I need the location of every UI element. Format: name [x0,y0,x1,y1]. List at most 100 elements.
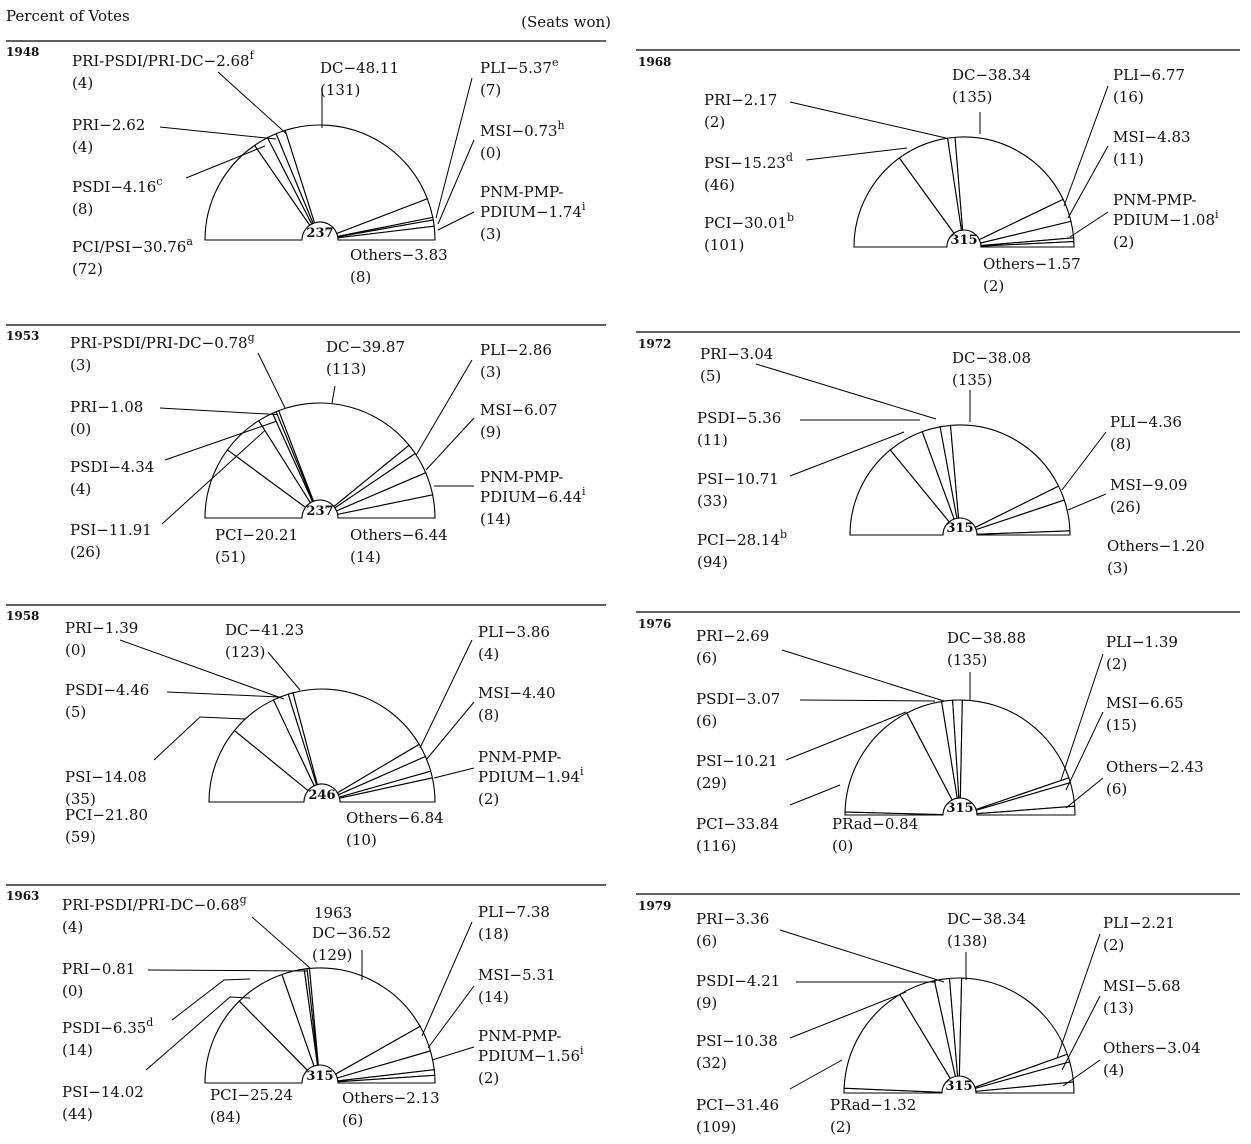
slice-label: PSDI−4.21 [696,972,780,990]
slice-seats: (72) [72,260,103,278]
slice-seats: (135) [952,88,992,106]
leader-line [799,699,936,702]
leader-line [1065,711,1104,791]
slice-seats: (4) [1103,1061,1124,1079]
slice-label: PRI−1.08 [70,398,143,416]
slice-label: Others−2.13 [342,1089,440,1107]
slice-label: PNM-PMP- [480,183,563,201]
slice-others [975,1081,1075,1094]
slice-seats: (2) [1103,936,1124,954]
slice-seats: (3) [480,225,501,243]
leader-line [785,711,907,761]
slice-seats: (6) [696,932,717,950]
slice-dc [292,688,420,794]
slice-seats: (7) [480,81,501,99]
slice-label: PSDI−5.36 [697,409,781,427]
slice-label: DC−41.23 [225,621,304,639]
slice-label: PRI-PSDI/PRI-DC−0.68g [62,893,247,914]
slice-seats: (6) [1106,780,1127,798]
slice-label: MSI−4.83 [1113,128,1191,146]
slice-seats: (131) [320,81,360,99]
slice-seats: (33) [697,492,728,510]
chart-1968: 1968 PCI−30.01b (101) PSI−15.23d (46) PRI−2.1… [636,49,1240,295]
leader-line [419,639,473,749]
slice-label-extra: 1963 [314,904,352,922]
slice-seats: (14) [480,510,511,528]
slice-seats: (0) [832,837,853,855]
slice-seats: (46) [704,176,735,194]
slice-label: PRI-PSDI/PRI-DC−0.78g [70,331,255,352]
slice-label: PSI−10.21 [696,752,778,770]
leader-line [789,1059,843,1090]
total-seats-label: 315 [946,521,973,536]
leader-line [1062,1059,1101,1087]
total-seats-label: 237 [306,504,333,519]
slice-seats: (138) [947,932,987,950]
chart-1948: 1948 PCI/PSI−30.76a (72) PSDI−4.16c (8) PRI−2… [6,40,606,286]
leader-line [153,716,246,761]
slice-dc [949,424,1060,529]
slice-pci [204,1000,309,1084]
slice-label: Others−1.20 [1107,537,1205,555]
chart-1953: 1953 PCI−20.21 (51) PSI−11.91 (26) PSDI−4.34 (… [6,324,606,566]
leader-line [217,71,291,138]
slice-seats: (14) [62,1041,93,1059]
slice-seats: (3) [480,363,501,381]
leader-line [427,985,475,1049]
leader-line [185,145,266,179]
slice-label: Others−3.04 [1103,1039,1201,1057]
slice-seats: (9) [480,423,501,441]
slice-label: DC−38.34 [947,910,1026,928]
slice-seats: (8) [478,706,499,724]
slice-label: DC−36.52 [312,924,391,942]
slice-others [336,494,436,519]
slice-label: PCI−21.80 [65,806,148,824]
leader-line [1061,995,1101,1071]
slice-pci [208,729,309,803]
leader-line [147,969,308,972]
slice-label: PNM-PMP- [478,748,561,766]
slice-seats: (11) [1113,150,1144,168]
slice-seats: (116) [696,837,736,855]
slice-label: PRI−0.81 [62,960,135,978]
leader-line [119,639,285,700]
slice-label: PRad−0.84 [832,815,918,833]
slice-seats: (0) [480,144,501,162]
slice-seats: (8) [350,268,371,286]
slice-label: MSI−5.68 [1103,977,1181,995]
slice-seats: (14) [478,988,509,1006]
slice-seats: (4) [478,645,499,663]
panel-year: 1976 [638,617,671,631]
leader-line [755,363,937,420]
leader-line [1069,211,1109,238]
slice-label: PSI−10.38 [696,1032,778,1050]
slice-seats: (0) [70,420,91,438]
slice-seats: (2) [1106,655,1127,673]
leader-line [251,916,311,969]
slice-seats: (44) [62,1105,93,1123]
slice-others [337,1074,436,1084]
slice-label: PRI−3.36 [696,910,769,928]
slice-label: Others−1.57 [983,255,1081,273]
slice-seats: (2) [704,113,725,131]
slice-dc [958,977,1068,1088]
slice-seats: (94) [697,553,728,571]
leader-line [789,784,841,806]
total-seats-label: 315 [950,233,977,248]
slice-seats: (109) [696,1118,736,1136]
slice-label-line2: PDIUM−1.74i [480,200,586,221]
slice-seats: (0) [62,982,83,1000]
panel-year: 1979 [638,899,671,913]
leader-line [433,767,475,779]
total-seats-label: 246 [308,788,335,803]
slice-seats: (5) [65,703,86,721]
slice-label: PRI−2.69 [696,627,769,645]
total-seats-label: 315 [946,801,973,816]
slice-label: PLI−2.21 [1103,914,1175,932]
chart-1963: 1963 PCI−25.24 (84) PSI−14.02 (44) PSDI−6.35d… [6,884,606,1129]
leader-line [331,385,336,404]
slice-seats: (113) [326,360,366,378]
slice-seats: (14) [350,548,381,566]
